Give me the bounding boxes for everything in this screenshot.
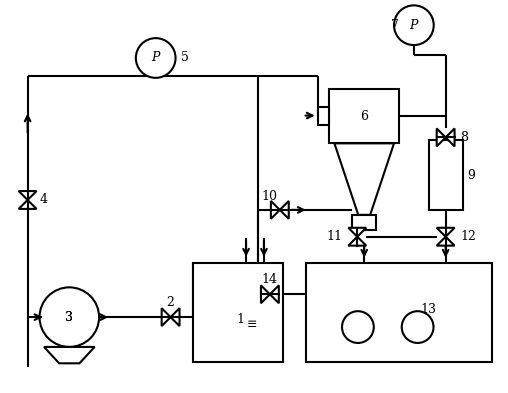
Polygon shape	[19, 200, 37, 209]
Circle shape	[136, 38, 176, 78]
Circle shape	[394, 6, 434, 45]
FancyBboxPatch shape	[306, 263, 492, 362]
Polygon shape	[437, 129, 446, 146]
Polygon shape	[44, 347, 94, 363]
Text: 6: 6	[360, 110, 368, 123]
Text: 10: 10	[262, 189, 278, 202]
Text: 11: 11	[326, 230, 342, 243]
FancyBboxPatch shape	[194, 263, 283, 362]
Text: P: P	[409, 19, 418, 32]
Text: 14: 14	[262, 273, 278, 286]
Polygon shape	[437, 237, 455, 246]
Circle shape	[342, 311, 374, 343]
Text: 7: 7	[391, 19, 399, 32]
FancyBboxPatch shape	[353, 215, 376, 230]
Text: 2: 2	[167, 296, 175, 309]
Text: 5: 5	[180, 51, 188, 64]
Circle shape	[402, 311, 433, 343]
Polygon shape	[280, 201, 289, 219]
FancyBboxPatch shape	[318, 107, 330, 125]
Polygon shape	[437, 228, 455, 237]
FancyBboxPatch shape	[330, 89, 399, 143]
Text: P: P	[151, 51, 160, 64]
Polygon shape	[270, 285, 279, 303]
FancyBboxPatch shape	[429, 140, 462, 210]
Polygon shape	[271, 201, 280, 219]
Text: 12: 12	[461, 230, 477, 243]
Text: 3: 3	[66, 310, 73, 324]
Polygon shape	[171, 308, 179, 326]
Text: 9: 9	[467, 169, 475, 182]
Polygon shape	[334, 143, 394, 215]
Text: ≡: ≡	[246, 318, 257, 331]
Text: 13: 13	[421, 303, 437, 316]
Text: 8: 8	[461, 131, 468, 144]
Text: 4: 4	[40, 193, 48, 206]
Circle shape	[40, 287, 99, 347]
Polygon shape	[19, 191, 37, 200]
Polygon shape	[162, 308, 171, 326]
Text: 1: 1	[236, 312, 244, 326]
Polygon shape	[348, 237, 366, 246]
Polygon shape	[348, 228, 366, 237]
Text: 3: 3	[66, 310, 73, 324]
Polygon shape	[261, 285, 270, 303]
Polygon shape	[446, 129, 455, 146]
